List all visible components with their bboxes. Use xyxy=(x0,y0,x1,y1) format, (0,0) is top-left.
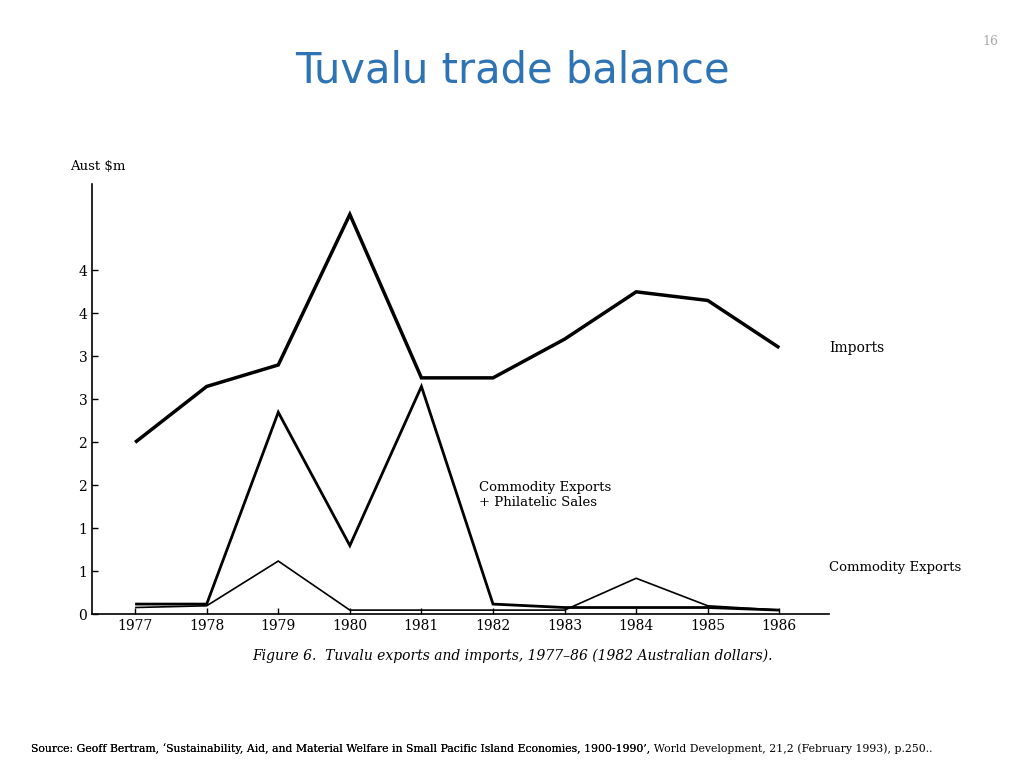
Text: Commodity Exports
+ Philatelic Sales: Commodity Exports + Philatelic Sales xyxy=(478,481,611,509)
Text: 16: 16 xyxy=(982,35,998,48)
Text: Commodity Exports: Commodity Exports xyxy=(829,561,962,574)
Text: Imports: Imports xyxy=(829,341,885,355)
Text: Figure 6.  Tuvalu exports and imports, 1977–86 (1982 Australian dollars).: Figure 6. Tuvalu exports and imports, 19… xyxy=(252,649,772,664)
Text: Source: Geoff Bertram, ‘Sustainability, Aid, and Material Welfare in Small Pacif: Source: Geoff Bertram, ‘Sustainability, … xyxy=(31,743,932,754)
Text: Tuvalu trade balance: Tuvalu trade balance xyxy=(295,50,729,92)
Text: Source: Geoff Bertram, ‘Sustainability, Aid, and Material Welfare in Small Pacif: Source: Geoff Bertram, ‘Sustainability, … xyxy=(31,743,653,754)
Text: Source: Geoff Bertram, ‘Sustainability, Aid, and Material Welfare in Small Pacif: Source: Geoff Bertram, ‘Sustainability, … xyxy=(31,743,932,754)
Text: Aust $m: Aust $m xyxy=(70,160,125,173)
